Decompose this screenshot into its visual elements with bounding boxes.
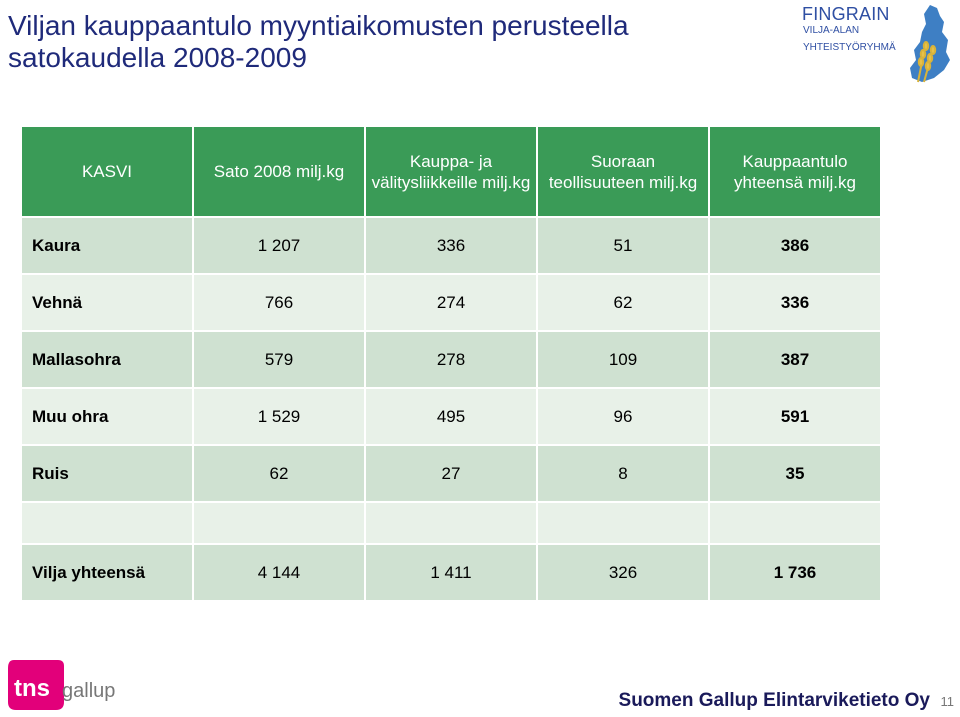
cell-industry: 8 [538, 446, 708, 501]
cell-trade: 278 [366, 332, 536, 387]
harvest-table: KASVI Sato 2008 milj.kg Kauppa- ja välit… [20, 125, 882, 602]
cell-trade: 27 [366, 446, 536, 501]
cell-industry: 62 [538, 275, 708, 330]
cell-total: 1 736 [710, 545, 880, 600]
cell-crop: Kaura [22, 218, 192, 273]
table-row: Mallasohra 579 278 109 387 [22, 332, 880, 387]
header-total: Kauppaantulo yhteensä milj.kg [710, 127, 880, 216]
cell-industry: 109 [538, 332, 708, 387]
header-harvest: Sato 2008 milj.kg [194, 127, 364, 216]
header-trade: Kauppa- ja välitysliikkeille milj.kg [366, 127, 536, 216]
tns-gallup-logo: tns gallup [6, 658, 116, 714]
header-industry: Suoraan teollisuuteen milj.kg [538, 127, 708, 216]
cell-total: 35 [710, 446, 880, 501]
finland-map-wheat-icon [910, 5, 950, 83]
cell-harvest: 62 [194, 446, 364, 501]
cell-crop: Muu ohra [22, 389, 192, 444]
table-row: Kaura 1 207 336 51 386 [22, 218, 880, 273]
header-crop: KASVI [22, 127, 192, 216]
empty-cell [366, 503, 536, 543]
cell-harvest: 1 207 [194, 218, 364, 273]
cell-trade: 1 411 [366, 545, 536, 600]
tns-logo-text: tns [14, 675, 50, 702]
fingrain-sub2: YHTEISTYÖRYHMÄ [803, 42, 896, 53]
cell-harvest: 4 144 [194, 545, 364, 600]
empty-cell [538, 503, 708, 543]
cell-total: 387 [710, 332, 880, 387]
gallup-wordmark: gallup [62, 680, 116, 702]
cell-crop: Ruis [22, 446, 192, 501]
cell-crop: Mallasohra [22, 332, 192, 387]
fingrain-name: FINGRAIN [802, 4, 890, 24]
fingrain-sub1: VILJA-ALAN [803, 25, 860, 36]
table-row: Ruis 62 27 8 35 [22, 446, 880, 501]
tns-logo-icon: tns [8, 660, 64, 710]
title-line-2: satokaudella 2008-2009 [8, 42, 307, 73]
slide-title: Viljan kauppaantulo myyntiaikomusten per… [8, 10, 629, 74]
cell-industry: 326 [538, 545, 708, 600]
cell-industry: 51 [538, 218, 708, 273]
table-header-row: KASVI Sato 2008 milj.kg Kauppa- ja välit… [22, 127, 880, 216]
empty-cell [710, 503, 880, 543]
fingrain-logo: FINGRAIN VILJA-ALAN YHTEISTYÖRYHMÄ [794, 2, 954, 86]
table-total-row: Vilja yhteensä 4 144 1 411 326 1 736 [22, 545, 880, 600]
cell-trade: 336 [366, 218, 536, 273]
cell-crop: Vilja yhteensä [22, 545, 192, 600]
cell-trade: 274 [366, 275, 536, 330]
table-row: Muu ohra 1 529 495 96 591 [22, 389, 880, 444]
cell-industry: 96 [538, 389, 708, 444]
footer-company: Suomen Gallup Elintarviketieto Oy [618, 690, 930, 711]
table-spacer-row [22, 503, 880, 543]
table-row: Vehnä 766 274 62 336 [22, 275, 880, 330]
empty-cell [194, 503, 364, 543]
cell-harvest: 766 [194, 275, 364, 330]
page-number: 11 [940, 694, 955, 709]
cell-harvest: 1 529 [194, 389, 364, 444]
cell-trade: 495 [366, 389, 536, 444]
cell-total: 336 [710, 275, 880, 330]
cell-harvest: 579 [194, 332, 364, 387]
empty-cell [22, 503, 192, 543]
cell-total: 591 [710, 389, 880, 444]
cell-total: 386 [710, 218, 880, 273]
title-line-1: Viljan kauppaantulo myyntiaikomusten per… [8, 10, 629, 41]
cell-crop: Vehnä [22, 275, 192, 330]
